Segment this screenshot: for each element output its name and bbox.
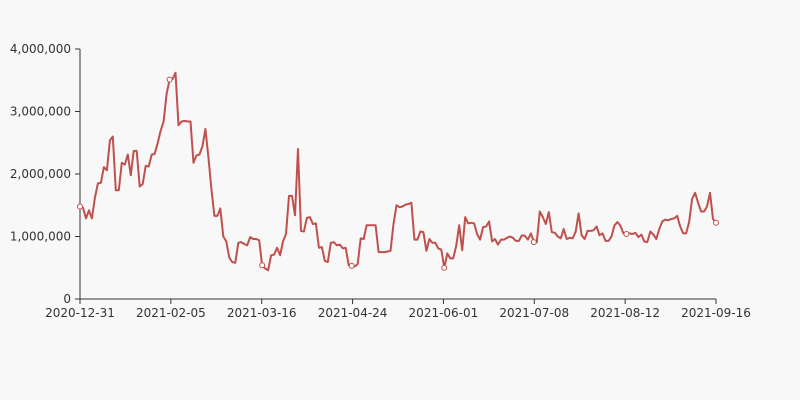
y-tick-label: 2,000,000	[10, 167, 71, 181]
x-axis: 2020-12-31 2021-02-05 2021-03-16 2021-04-24…	[45, 298, 751, 320]
series-markers	[77, 76, 719, 271]
x-tick-label: 2021-09-16	[681, 306, 751, 320]
x-tick-label: 2021-04-24	[318, 306, 388, 320]
y-tick-label: 0	[63, 292, 71, 306]
series-line	[79, 71, 717, 272]
y-axis: 0 1,000,000 2,000,000 3,000,000 4,000,000	[10, 42, 81, 306]
x-tick-label: 2021-07-08	[499, 306, 569, 320]
data-point-marker	[623, 231, 630, 237]
y-tick-label: 4,000,000	[10, 42, 71, 56]
x-tick-label: 2020-12-31	[45, 306, 115, 320]
x-tick-label: 2021-08-12	[590, 306, 660, 320]
y-tick-label: 1,000,000	[10, 230, 71, 244]
data-point-marker	[441, 264, 448, 271]
y-tick-label: 3,000,000	[10, 105, 71, 119]
data-point-marker	[259, 262, 266, 269]
data-point-marker	[348, 262, 355, 269]
data-point-marker	[530, 239, 537, 246]
data-point-marker	[77, 203, 83, 210]
data-point-marker	[713, 219, 719, 226]
x-tick-label: 2021-06-01	[409, 306, 479, 320]
x-tick-label: 2021-02-05	[136, 306, 206, 320]
x-tick-label: 2021-03-16	[227, 306, 297, 320]
data-point-marker	[166, 76, 173, 83]
